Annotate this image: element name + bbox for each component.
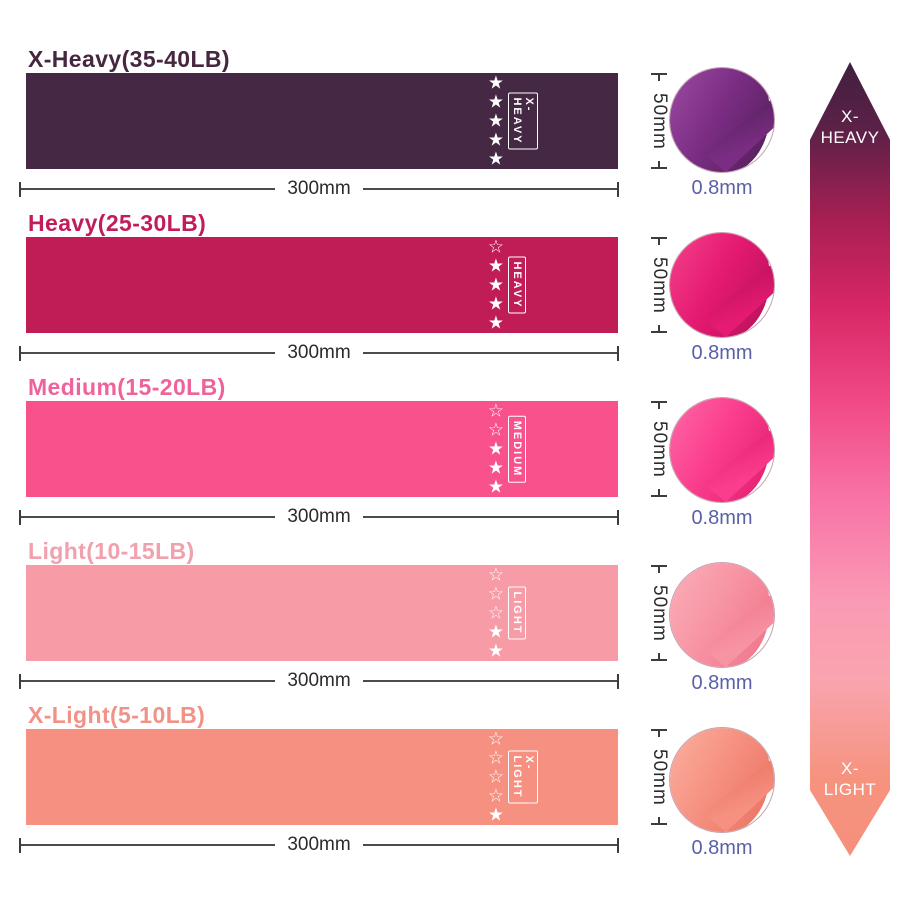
thickness-label: 0.8mm	[691, 507, 753, 529]
length-dimension-label: 300mm	[287, 670, 351, 691]
length-dimension-label: 300mm	[287, 178, 351, 199]
dimension-tick-bottom	[651, 324, 667, 333]
length-dimension: 300mm	[19, 670, 620, 691]
length-dimension-label: 300mm	[287, 506, 351, 527]
arrow-top-label: X- HEAVY	[820, 107, 880, 147]
strength-gradient-arrow: X- HEAVY X- LIGHT	[810, 62, 890, 856]
band-row-x-light: X-Light(5-10LB) ☆ ☆ ☆ ☆ ★ X-LIGHT 50mm 3…	[19, 702, 686, 866]
thickness-detail-x-heavy: 0.8mm	[666, 67, 778, 200]
star-rating: ☆ ☆ ☆ ★ ★	[487, 564, 505, 661]
length-dimension-label: 300mm	[287, 834, 351, 855]
dimension-line	[21, 844, 276, 846]
dimension-tick-left	[19, 345, 21, 361]
band-row-x-heavy: X-Heavy(35-40LB) ★ ★ ★ ★ ★ X-HEAVY 50mm …	[19, 46, 686, 210]
band-title: Medium(15-20LB)	[28, 374, 226, 400]
thickness-detail-medium: 0.8mm	[666, 397, 778, 530]
dimension-line	[21, 680, 276, 682]
band-closeup-photo	[669, 727, 775, 833]
star-rating: ☆ ★ ★ ★ ★	[487, 236, 505, 333]
dimension-tick-top	[651, 73, 667, 81]
dimension-tick-bottom	[651, 160, 667, 169]
dimension-tick-top	[651, 237, 667, 245]
thickness-label: 0.8mm	[691, 342, 753, 364]
band-closeup-photo	[669, 232, 775, 338]
resistance-band-swatch: ☆ ☆ ★ ★ ★ MEDIUM	[26, 401, 618, 497]
band-row-medium: Medium(15-20LB) ☆ ☆ ★ ★ ★ MEDIUM 50mm 30…	[19, 374, 686, 538]
dimension-line	[21, 352, 276, 354]
height-dimension-label: 50mm	[649, 420, 670, 478]
thickness-detail-x-light: 0.8mm	[666, 727, 778, 860]
thickness-detail-heavy: 0.8mm	[666, 232, 778, 365]
height-dimension-label: 50mm	[649, 584, 670, 642]
height-dimension: 50mm	[644, 73, 674, 169]
length-dimension: 300mm	[19, 506, 620, 527]
band-title: X-Heavy(35-40LB)	[28, 46, 230, 72]
dimension-tick-left	[19, 673, 21, 689]
dimension-line	[21, 516, 276, 518]
band-closeup-photo	[669, 562, 775, 668]
band-tag-label: LIGHT	[508, 586, 526, 640]
height-dimension-label: 50mm	[649, 748, 670, 806]
band-closeup-photo	[669, 397, 775, 503]
band-tag-label: HEAVY	[508, 256, 526, 314]
arrow-bottom-label: X- LIGHT	[823, 759, 877, 799]
band-title: X-Light(5-10LB)	[28, 702, 206, 728]
dimension-line	[362, 516, 618, 518]
band-title: Heavy(25-30LB)	[28, 210, 207, 236]
dimension-tick-bottom	[651, 816, 667, 825]
dimension-tick-bottom	[651, 488, 667, 497]
height-dimension-label: 50mm	[649, 256, 670, 314]
dimension-tick-right	[617, 673, 620, 689]
star-rating: ★ ★ ★ ★ ★	[487, 72, 505, 169]
height-dimension: 50mm	[644, 729, 674, 825]
dimension-tick-left	[19, 181, 21, 197]
dimension-tick-right	[617, 181, 620, 197]
height-dimension: 50mm	[644, 401, 674, 497]
band-title: Light(10-15LB)	[28, 538, 195, 564]
length-dimension-label: 300mm	[287, 342, 351, 363]
band-tag-label: X-LIGHT	[508, 750, 538, 804]
band-closeup-photo	[669, 67, 775, 173]
dimension-tick-left	[19, 509, 21, 525]
thickness-label: 0.8mm	[691, 672, 753, 694]
dimension-tick-top	[651, 401, 667, 409]
dimension-tick-top	[651, 729, 667, 737]
band-tag-label: X-HEAVY	[508, 92, 538, 150]
dimension-line	[362, 352, 618, 354]
resistance-band-swatch: ★ ★ ★ ★ ★ X-HEAVY	[26, 73, 618, 169]
thickness-label: 0.8mm	[691, 177, 753, 199]
resistance-band-swatch: ☆ ★ ★ ★ ★ HEAVY	[26, 237, 618, 333]
height-dimension: 50mm	[644, 565, 674, 661]
dimension-line	[21, 188, 276, 190]
dimension-line	[362, 188, 618, 190]
band-tag-label: MEDIUM	[508, 415, 526, 483]
band-row-heavy: Heavy(25-30LB) ☆ ★ ★ ★ ★ HEAVY 50mm 300m…	[19, 210, 686, 374]
dimension-tick-right	[617, 345, 620, 361]
dimension-line	[362, 844, 618, 846]
dimension-tick-bottom	[651, 652, 667, 661]
band-row-light: Light(10-15LB) ☆ ☆ ☆ ★ ★ LIGHT 50mm 300m…	[19, 538, 686, 702]
star-rating: ☆ ☆ ☆ ☆ ★	[487, 728, 505, 825]
dimension-tick-left	[19, 837, 21, 853]
dimension-tick-top	[651, 565, 667, 573]
height-dimension-label: 50mm	[649, 92, 670, 150]
length-dimension: 300mm	[19, 342, 620, 363]
length-dimension: 300mm	[19, 834, 620, 855]
star-rating: ☆ ☆ ★ ★ ★	[487, 400, 505, 497]
height-dimension: 50mm	[644, 237, 674, 333]
resistance-band-swatch: ☆ ☆ ☆ ★ ★ LIGHT	[26, 565, 618, 661]
dimension-tick-right	[617, 509, 620, 525]
dimension-line	[362, 680, 618, 682]
dimension-tick-right	[617, 837, 620, 853]
resistance-band-swatch: ☆ ☆ ☆ ☆ ★ X-LIGHT	[26, 729, 618, 825]
thickness-label: 0.8mm	[691, 837, 753, 859]
length-dimension: 300mm	[19, 178, 620, 199]
thickness-detail-light: 0.8mm	[666, 562, 778, 695]
